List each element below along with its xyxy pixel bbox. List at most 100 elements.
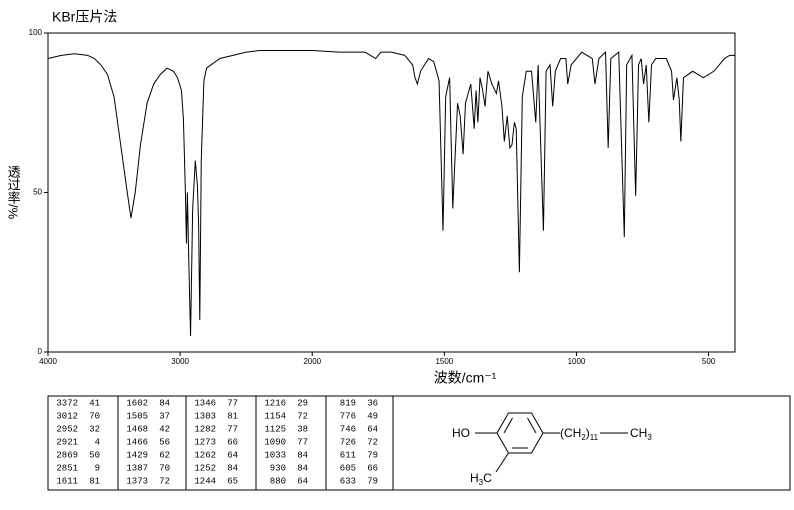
peak-wavenumber: 2952 bbox=[56, 424, 78, 434]
y-tick-label: 100 bbox=[29, 28, 43, 37]
x-tick-label: 4000 bbox=[39, 357, 57, 366]
peak-wavenumber: 726 bbox=[340, 437, 356, 447]
table-frame bbox=[47, 395, 791, 491]
methyl-label: H3C bbox=[470, 471, 492, 487]
peak-wavenumber: 3372 bbox=[56, 398, 78, 408]
peak-transmittance: 84 bbox=[159, 398, 170, 408]
peak-transmittance: 77 bbox=[297, 437, 308, 447]
peak-wavenumber: 930 bbox=[270, 463, 286, 473]
peak-transmittance: 37 bbox=[159, 411, 170, 421]
peak-transmittance: 77 bbox=[227, 424, 238, 434]
x-axis-label: 波数/cm⁻¹ bbox=[434, 370, 497, 386]
peak-wavenumber: 633 bbox=[340, 476, 356, 486]
peak-wavenumber: 1216 bbox=[264, 398, 286, 408]
peak-transmittance: 56 bbox=[159, 437, 170, 447]
peak-wavenumber: 2869 bbox=[56, 450, 78, 460]
peak-wavenumber: 1033 bbox=[264, 450, 286, 460]
peak-transmittance: 72 bbox=[159, 476, 170, 486]
peak-wavenumber: 1154 bbox=[264, 411, 286, 421]
peak-transmittance: 32 bbox=[89, 424, 100, 434]
peak-wavenumber: 1602 bbox=[126, 398, 148, 408]
peak-wavenumber: 1346 bbox=[194, 398, 216, 408]
peak-wavenumber: 2851 bbox=[56, 463, 78, 473]
double-bond bbox=[527, 417, 537, 434]
peak-transmittance: 84 bbox=[297, 450, 308, 460]
peak-transmittance: 84 bbox=[297, 463, 308, 473]
chain-open: (CH bbox=[560, 426, 581, 440]
spectrum-line bbox=[47, 50, 735, 337]
peak-transmittance: 72 bbox=[367, 437, 378, 447]
peak-wavenumber: 1273 bbox=[194, 437, 216, 447]
peak-wavenumber: 1429 bbox=[126, 450, 148, 460]
peak-transmittance: 72 bbox=[297, 411, 308, 421]
x-tick-label: 2000 bbox=[303, 357, 321, 366]
peak-transmittance: 79 bbox=[367, 476, 378, 486]
x-tick-label: 1000 bbox=[568, 357, 586, 366]
peak-wavenumber: 1262 bbox=[194, 450, 216, 460]
y-axis-label: 透过率/% bbox=[6, 165, 21, 220]
peak-transmittance: 36 bbox=[367, 398, 378, 408]
chain-close: ) bbox=[586, 426, 590, 440]
peak-wavenumber: 776 bbox=[340, 411, 356, 421]
peak-transmittance: 9 bbox=[95, 463, 100, 473]
peak-transmittance: 81 bbox=[89, 476, 100, 486]
peak-wavenumber: 1466 bbox=[126, 437, 148, 447]
y-tick-label: 0 bbox=[38, 347, 43, 356]
peak-wavenumber: 880 bbox=[270, 476, 286, 486]
peak-transmittance: 64 bbox=[227, 450, 238, 460]
peak-wavenumber: 1373 bbox=[126, 476, 148, 486]
benzene-ring bbox=[496, 412, 544, 454]
peak-wavenumber: 2921 bbox=[56, 437, 78, 447]
peak-wavenumber: 1125 bbox=[264, 424, 286, 434]
peak-transmittance: 4 bbox=[95, 437, 100, 447]
peak-wavenumber: 1244 bbox=[194, 476, 216, 486]
methyl-h: H bbox=[470, 471, 479, 485]
peak-transmittance: 77 bbox=[227, 398, 238, 408]
peak-transmittance: 50 bbox=[89, 450, 100, 460]
chain-label: (CH2)11 bbox=[560, 426, 599, 442]
methyl-sub: 3 bbox=[479, 478, 484, 487]
peak-wavenumber: 1505 bbox=[126, 411, 148, 421]
repeat-count: 11 bbox=[590, 433, 599, 442]
double-bond bbox=[503, 417, 513, 434]
x-tick-label: 500 bbox=[702, 357, 716, 366]
peak-wavenumber: 605 bbox=[340, 463, 356, 473]
terminal-sub: 3 bbox=[647, 433, 652, 442]
peak-wavenumber: 746 bbox=[340, 424, 356, 434]
peak-transmittance: 70 bbox=[159, 463, 170, 473]
chain-sub: 2 bbox=[581, 433, 586, 442]
peak-wavenumber: 611 bbox=[340, 450, 356, 460]
terminal: CH bbox=[630, 426, 647, 440]
peak-wavenumber: 3012 bbox=[56, 411, 78, 421]
chart-title: KBr压片法 bbox=[52, 9, 117, 25]
x-tick-label: 1500 bbox=[435, 357, 453, 366]
peak-transmittance: 66 bbox=[367, 463, 378, 473]
x-tick-label: 3000 bbox=[171, 357, 189, 366]
peak-transmittance: 65 bbox=[227, 476, 238, 486]
peak-wavenumber: 1090 bbox=[264, 437, 286, 447]
terminal-label: CH3 bbox=[630, 426, 652, 442]
bond bbox=[495, 452, 509, 473]
y-tick-label: 50 bbox=[33, 188, 42, 197]
methyl-c: C bbox=[483, 471, 492, 485]
structure bbox=[475, 412, 628, 473]
peak-transmittance: 38 bbox=[297, 424, 308, 434]
peak-transmittance: 70 bbox=[89, 411, 100, 421]
peak-transmittance: 42 bbox=[159, 424, 170, 434]
peak-wavenumber: 1611 bbox=[56, 476, 78, 486]
peak-wavenumber: 1468 bbox=[126, 424, 148, 434]
peak-wavenumber: 1387 bbox=[126, 463, 148, 473]
plot-frame bbox=[47, 32, 736, 353]
peak-transmittance: 79 bbox=[367, 450, 378, 460]
peak-wavenumber: 1252 bbox=[194, 463, 216, 473]
peak-transmittance: 64 bbox=[367, 424, 378, 434]
peak-transmittance: 66 bbox=[227, 437, 238, 447]
peak-transmittance: 81 bbox=[227, 411, 238, 421]
peak-transmittance: 29 bbox=[297, 398, 308, 408]
peak-transmittance: 64 bbox=[297, 476, 308, 486]
peak-wavenumber: 1282 bbox=[194, 424, 216, 434]
peak-wavenumber: 819 bbox=[340, 398, 356, 408]
peak-table bbox=[47, 395, 791, 491]
peak-wavenumber: 1303 bbox=[194, 411, 216, 421]
